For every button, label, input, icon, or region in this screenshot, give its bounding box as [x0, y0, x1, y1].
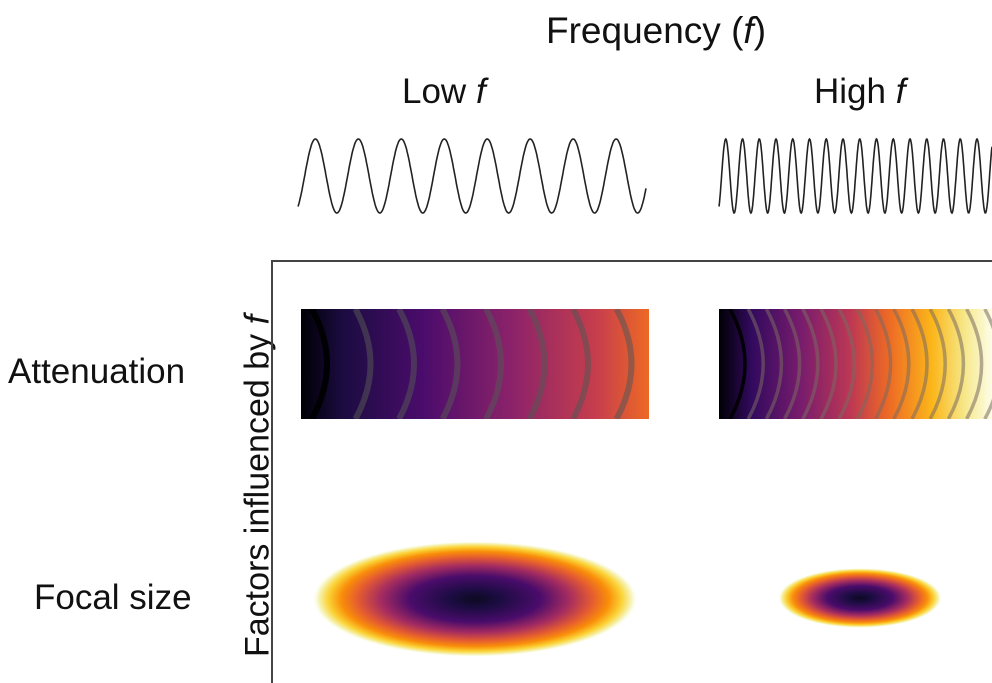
row-label-attenuation: Attenuation: [8, 352, 186, 391]
wavefront-arc: [819, 309, 838, 419]
wavefront-arc: [928, 309, 947, 419]
low-frequency-wave: [297, 138, 647, 214]
wavefront-arc: [483, 309, 504, 419]
wavefront-arc: [874, 309, 893, 419]
wavefront-arc: [746, 309, 765, 419]
column-label-high: High f: [814, 72, 906, 111]
diagram-title: Frequency (f): [546, 10, 767, 51]
focal-spot-low: [312, 541, 638, 657]
column-label-low: Low f: [402, 72, 486, 111]
wavefront-arc: [764, 309, 784, 419]
focal-spot-high: [778, 568, 942, 628]
wavefront-arc: [837, 309, 856, 419]
wavefront-arc: [439, 309, 461, 419]
attenuation-high-wavefronts: [728, 309, 992, 419]
row-label-focal-size: Focal size: [34, 578, 192, 617]
wavefront-arc: [983, 309, 992, 419]
wavefront-arc: [526, 309, 548, 419]
wavefront-arc: [613, 309, 635, 419]
high-frequency-wave: [718, 137, 992, 215]
wavefront-arc: [965, 309, 984, 419]
wavefront-arc: [946, 309, 966, 419]
wavefront-arc: [728, 309, 747, 419]
wavefront-arc: [892, 309, 911, 419]
wavefront-arc: [352, 309, 374, 419]
wavefront-arc: [801, 309, 820, 419]
wavefront-arc: [855, 309, 875, 419]
attenuation-low-bar: [301, 309, 649, 419]
wavefront-arc: [396, 309, 417, 419]
attenuation-low-wavefronts: [309, 309, 635, 419]
wavefront-arc: [570, 309, 591, 419]
wavefront-arc: [783, 309, 802, 419]
wavefront-arc: [910, 309, 929, 419]
panel-frame: [271, 260, 992, 683]
wavefront-arc: [309, 309, 330, 419]
